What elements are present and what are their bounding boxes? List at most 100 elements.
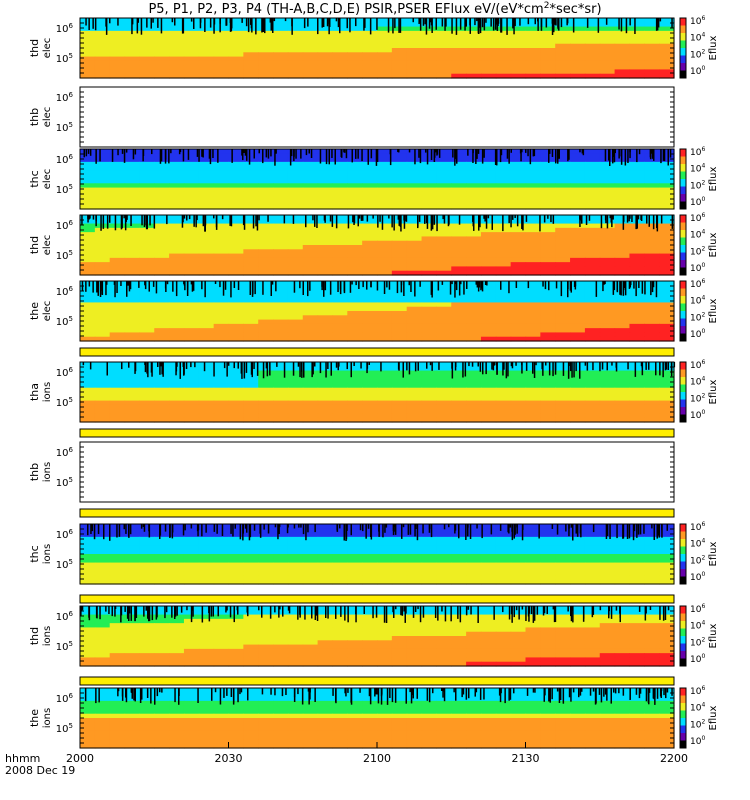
dropout-mark bbox=[335, 362, 338, 368]
heatmap-cell bbox=[466, 191, 482, 197]
heatmap-cell bbox=[480, 536, 497, 542]
heatmap-cell bbox=[347, 545, 363, 551]
heatmap-cell bbox=[94, 183, 111, 189]
heatmap-cell bbox=[510, 387, 527, 393]
heatmap-cell bbox=[317, 558, 334, 564]
heatmap-cell bbox=[317, 409, 334, 415]
dropout-mark bbox=[299, 362, 301, 378]
heatmap-cell bbox=[169, 215, 185, 220]
heatmap-cell bbox=[124, 306, 140, 312]
heatmap-cell bbox=[391, 623, 408, 629]
heatmap-cell bbox=[614, 270, 631, 276]
y-tick-label: 106 bbox=[56, 285, 74, 298]
heatmap-cell bbox=[436, 636, 452, 641]
heatmap-cell bbox=[525, 262, 541, 268]
heatmap-cell bbox=[124, 640, 140, 646]
heatmap-cell bbox=[555, 532, 571, 538]
heatmap-cell bbox=[391, 249, 408, 255]
dropout-mark bbox=[293, 149, 295, 157]
heatmap-cell bbox=[391, 571, 408, 577]
heatmap-cell bbox=[436, 52, 452, 58]
heatmap-cell bbox=[480, 417, 497, 423]
dropout-mark bbox=[394, 524, 397, 535]
heatmap-cell bbox=[659, 413, 675, 419]
heatmap-cell bbox=[540, 536, 556, 542]
heatmap-cell bbox=[347, 413, 363, 419]
heatmap-cell bbox=[614, 35, 631, 41]
dropout-mark bbox=[94, 18, 97, 31]
heatmap-cell bbox=[273, 43, 289, 49]
dropout-mark bbox=[556, 524, 559, 535]
heatmap-cell bbox=[273, 558, 289, 564]
heatmap-cell bbox=[183, 153, 200, 159]
heatmap-cell bbox=[495, 374, 512, 380]
heatmap-cell bbox=[302, 640, 319, 646]
heatmap-cell bbox=[525, 413, 541, 419]
heatmap-cell bbox=[391, 161, 408, 167]
heatmap-cell bbox=[183, 536, 200, 542]
dropout-mark bbox=[186, 281, 189, 290]
dropout-mark bbox=[270, 281, 272, 296]
heatmap-cell bbox=[495, 187, 512, 193]
heatmap-cell bbox=[124, 614, 140, 620]
dropout-mark bbox=[246, 149, 248, 161]
heatmap-cell bbox=[584, 270, 601, 276]
dropout-mark bbox=[414, 281, 416, 297]
heatmap-cell bbox=[198, 170, 215, 176]
heatmap-cell bbox=[183, 549, 200, 555]
dropout-mark bbox=[490, 524, 493, 535]
dropout-mark bbox=[225, 18, 227, 26]
dropout-mark bbox=[514, 524, 516, 535]
dropout-mark bbox=[168, 149, 170, 164]
heatmap-cell bbox=[169, 170, 185, 176]
heatmap-cell bbox=[332, 240, 348, 246]
heatmap-cell bbox=[510, 22, 527, 28]
heatmap-cell bbox=[584, 636, 601, 641]
heatmap-cell bbox=[273, 404, 289, 410]
heatmap-cell bbox=[659, 262, 675, 268]
dropout-mark bbox=[438, 362, 440, 370]
heatmap-cell bbox=[287, 236, 304, 242]
heatmap-cell bbox=[169, 219, 185, 225]
heatmap-cell bbox=[584, 417, 601, 423]
heatmap-cell bbox=[525, 541, 541, 547]
colorbar-tick-label: 100 bbox=[690, 196, 705, 208]
heatmap-cell bbox=[124, 293, 140, 299]
heatmap-cell bbox=[599, 370, 616, 376]
heatmap-cell bbox=[629, 562, 645, 568]
heatmap-cell bbox=[273, 554, 289, 559]
heatmap-cell bbox=[183, 640, 200, 646]
heatmap-cell bbox=[510, 196, 527, 202]
heatmap-cell bbox=[94, 266, 111, 272]
heatmap-cell bbox=[421, 289, 437, 295]
dropout-mark bbox=[214, 281, 217, 284]
heatmap-cell bbox=[525, 204, 541, 210]
dropout-mark bbox=[657, 18, 660, 28]
heatmap-cell bbox=[258, 30, 274, 36]
heatmap-cell bbox=[525, 554, 541, 559]
heatmap-cell bbox=[614, 545, 631, 551]
heatmap-cell bbox=[183, 298, 200, 304]
heatmap-cell bbox=[436, 245, 452, 250]
heatmap-cell bbox=[347, 336, 363, 342]
dropout-mark bbox=[323, 215, 326, 221]
heatmap-cell bbox=[94, 579, 111, 585]
heatmap-cell bbox=[109, 409, 126, 415]
heatmap-cell bbox=[540, 323, 556, 329]
heatmap-cell bbox=[198, 627, 215, 633]
heatmap-cell bbox=[644, 575, 660, 581]
heatmap-cell bbox=[391, 174, 408, 180]
heatmap-cell bbox=[362, 579, 378, 585]
dropout-mark bbox=[312, 362, 314, 375]
heatmap-cell bbox=[273, 191, 289, 197]
heatmap-cell bbox=[391, 311, 408, 316]
dropout-mark bbox=[479, 215, 481, 228]
heatmap-cell bbox=[495, 315, 512, 321]
heatmap-cell bbox=[599, 245, 616, 250]
heatmap-cell bbox=[109, 392, 126, 397]
heatmap-cell bbox=[495, 571, 512, 577]
heatmap-cell bbox=[644, 240, 660, 246]
heatmap-cell bbox=[540, 270, 556, 276]
dropout-mark bbox=[147, 362, 149, 378]
heatmap-cell bbox=[317, 179, 334, 184]
